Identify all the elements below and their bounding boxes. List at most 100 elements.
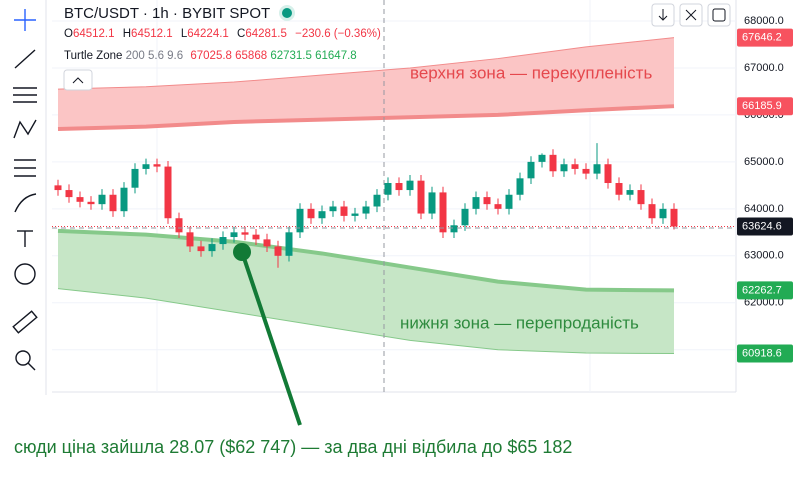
y-tick-label: 64000.0 xyxy=(744,203,784,215)
zoom-tool[interactable] xyxy=(15,350,36,371)
candle-body xyxy=(120,187,128,212)
candle-body xyxy=(494,204,502,209)
candle-body xyxy=(593,164,601,174)
candle-body xyxy=(109,194,117,212)
ohlc-legend: O64512.1 H64512.1 L64224.1 C64281.5 −230… xyxy=(64,28,386,40)
candle-body xyxy=(340,206,348,216)
zone-line xyxy=(57,288,675,355)
candle-body xyxy=(560,164,568,172)
candle-body xyxy=(285,232,293,256)
y-tick-label: 63000.0 xyxy=(744,250,784,262)
candle-body xyxy=(351,213,359,216)
value: 64281.5 xyxy=(245,28,287,40)
lines-tool[interactable] xyxy=(13,87,37,103)
price-tag xyxy=(737,344,793,363)
text-tool[interactable] xyxy=(17,230,33,247)
icon xyxy=(712,8,726,22)
price-tag xyxy=(737,97,793,116)
candle-body xyxy=(615,183,623,195)
candle-body xyxy=(417,180,425,214)
candle-body xyxy=(142,164,150,169)
candle-body xyxy=(373,194,381,207)
lower-annotation: нижня зона — перепроданість xyxy=(400,313,639,332)
price-tag-label: 62262.7 xyxy=(742,284,782,296)
candle-body xyxy=(76,197,84,202)
y-tick-label: 62000.0 xyxy=(744,297,784,309)
candle-body xyxy=(318,211,326,219)
upper-annotation: верхня зона — перекупленість xyxy=(410,63,652,82)
indicator-params: 200 5.6 9.6 xyxy=(125,50,184,62)
candle-body xyxy=(461,208,469,226)
candle-body xyxy=(648,204,656,219)
price-tag xyxy=(737,281,793,300)
candle-body xyxy=(87,201,95,205)
brush-tool[interactable] xyxy=(14,193,37,213)
price-tag-label: 63624.6 xyxy=(742,220,782,232)
candle-body xyxy=(164,166,172,219)
collapse-button[interactable] xyxy=(63,69,93,91)
candle-body xyxy=(153,164,161,167)
candle-body xyxy=(538,154,546,162)
indicator-value: 61647.8 xyxy=(315,50,357,62)
candle-body xyxy=(197,246,205,252)
label: H xyxy=(122,28,132,40)
candle-body xyxy=(329,206,337,212)
value: 64512.1 xyxy=(72,28,115,40)
candle-body xyxy=(571,164,579,169)
crosshair-tool[interactable] xyxy=(14,9,36,31)
candle-body xyxy=(252,234,260,240)
candle-body xyxy=(428,192,436,214)
candle-body xyxy=(527,161,535,179)
ruler-tool[interactable] xyxy=(12,310,38,334)
candle-body xyxy=(219,237,227,245)
value: 64512.1 xyxy=(131,28,173,40)
zone-fill xyxy=(58,37,674,130)
pattern-tool[interactable] xyxy=(13,119,37,139)
label: L xyxy=(180,28,188,40)
candle-body xyxy=(65,190,73,198)
candle-body xyxy=(450,225,458,233)
button-maximize[interactable] xyxy=(707,3,731,27)
fib-tool[interactable] xyxy=(14,159,36,177)
candle-body xyxy=(54,185,62,191)
indicator-value: 65868 xyxy=(235,50,268,62)
trendline-tool[interactable] xyxy=(14,49,36,69)
arrow xyxy=(240,251,302,426)
candle-body xyxy=(208,244,216,252)
zone-line xyxy=(57,37,675,90)
indicator-value: 67025.8 xyxy=(190,50,232,62)
candle-body xyxy=(505,194,513,209)
candle-body xyxy=(274,246,282,256)
y-tick-label: 67000.0 xyxy=(744,62,784,74)
zone-fill xyxy=(58,230,674,354)
plot xyxy=(52,20,736,355)
icon xyxy=(658,9,668,21)
candle-body xyxy=(362,206,370,214)
indicator-value: 62731.5 xyxy=(270,50,312,62)
candle-body xyxy=(406,180,414,191)
zone-line xyxy=(57,228,675,293)
icon xyxy=(72,77,84,84)
candle-body xyxy=(98,194,106,205)
candle-body xyxy=(230,232,238,238)
label: C xyxy=(237,28,246,40)
candle-body xyxy=(395,183,403,191)
arrow-dot xyxy=(233,243,251,261)
candle-body xyxy=(131,168,139,188)
title: BTC/USDT · 1h · BYBIT SPOT xyxy=(64,5,270,22)
top-buttons xyxy=(63,3,731,91)
candle-body xyxy=(637,190,645,205)
value: 64224.1 xyxy=(187,28,229,40)
indicator-name: Turtle Zone xyxy=(64,50,123,62)
price-tag xyxy=(737,28,793,47)
candle-body xyxy=(670,208,678,227)
candle-body xyxy=(626,190,634,195)
candle-body xyxy=(582,168,590,174)
price-tag xyxy=(737,217,793,236)
candle-body xyxy=(186,232,194,247)
toolbar xyxy=(12,9,38,371)
candle-body xyxy=(263,239,271,247)
price-tag-label: 66185.9 xyxy=(742,100,782,112)
emoji-tool[interactable] xyxy=(14,263,36,285)
